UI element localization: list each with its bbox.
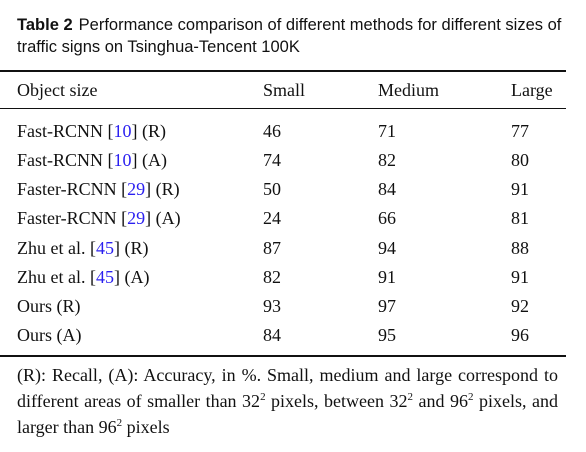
footnote-text: pixels, between 32 <box>265 391 408 411</box>
header-object-size: Object size <box>17 80 98 100</box>
medium-value: 97 <box>378 296 396 316</box>
large-value: 81 <box>511 208 529 228</box>
small-value: 82 <box>263 267 281 287</box>
large-value: 80 <box>511 150 529 170</box>
medium-value: 71 <box>378 121 396 141</box>
large-value: 88 <box>511 238 529 258</box>
superscript: 2 <box>407 391 414 403</box>
citation-link[interactable]: 29 <box>127 179 146 199</box>
large-value: 96 <box>511 325 529 345</box>
metric-tag: (A) <box>124 267 150 287</box>
superscript: 2 <box>260 391 266 403</box>
table-label: Table 2 <box>17 16 73 34</box>
method-name: Zhu et al. <box>17 267 86 287</box>
footnote-text: and 96 <box>413 391 469 411</box>
header-small: Small <box>263 80 306 100</box>
small-value: 24 <box>263 208 281 228</box>
small-value: 50 <box>263 179 281 199</box>
medium-value: 82 <box>378 150 396 170</box>
citation-link[interactable]: 45 <box>95 267 114 287</box>
table-caption: Table 2 Performance comparison of differe… <box>17 14 565 58</box>
small-value: 74 <box>263 150 281 170</box>
citation-link[interactable]: 29 <box>127 208 146 228</box>
method-cell: Fast-RCNN [10] (R) <box>17 121 167 141</box>
citation-link[interactable]: 10 <box>113 150 132 170</box>
metric-tag: (R) <box>124 238 149 258</box>
table-row: Ours (R) 93 97 92 <box>0 292 566 320</box>
small-value: 84 <box>263 325 281 345</box>
citation-link[interactable]: 10 <box>113 121 132 141</box>
small-value: 87 <box>263 238 281 258</box>
small-value: 93 <box>263 296 281 316</box>
large-value: 91 <box>511 267 529 287</box>
method-name: Faster-RCNN <box>17 208 117 228</box>
method-cell: Ours (A) <box>17 321 82 349</box>
method-name: Fast-RCNN <box>17 121 104 141</box>
header-rule <box>0 108 566 109</box>
table-row: Faster-RCNN [29] (R) 50 84 91 <box>0 175 566 203</box>
table-header-row: Object size Small Medium Large <box>0 76 566 104</box>
metric-tag: (R) <box>142 121 167 141</box>
footnote-text: (R): Recall, (A): Accuracy, in %. Small,… <box>17 365 558 411</box>
bottom-rule <box>0 355 566 357</box>
header-large: Large <box>511 80 553 100</box>
large-value: 91 <box>511 179 529 199</box>
table-row: Fast-RCNN [10] (A) 74 82 80 <box>0 146 566 174</box>
metric-tag: (A) <box>142 150 168 170</box>
table-footnote: (R): Recall, (A): Accuracy, in %. Small,… <box>17 362 558 440</box>
method-name: Ours <box>17 325 52 345</box>
metric-tag: (A) <box>56 325 82 345</box>
medium-value: 84 <box>378 179 396 199</box>
medium-value: 95 <box>378 325 396 345</box>
small-value: 46 <box>263 121 281 141</box>
citation-link[interactable]: 45 <box>95 238 114 258</box>
method-cell: Ours (R) <box>17 292 81 320</box>
metric-tag: (R) <box>56 296 81 316</box>
table-row: Zhu et al. [45] (A) 82 91 91 <box>0 263 566 291</box>
method-name: Ours <box>17 296 52 316</box>
method-cell: Faster-RCNN [29] (R) <box>17 179 180 199</box>
method-cell: Fast-RCNN [10] (A) <box>17 150 168 170</box>
method-name: Fast-RCNN <box>17 150 104 170</box>
top-rule <box>0 70 566 72</box>
method-cell: Zhu et al. [45] (A) <box>17 267 150 287</box>
medium-value: 66 <box>378 208 396 228</box>
medium-value: 91 <box>378 267 396 287</box>
table-row: Zhu et al. [45] (R) 87 94 88 <box>0 234 566 262</box>
table-row: Faster-RCNN [29] (A) 24 66 81 <box>0 204 566 232</box>
method-name: Faster-RCNN <box>17 179 117 199</box>
metric-tag: (A) <box>155 208 181 228</box>
caption-text: Performance comparison of different meth… <box>17 16 562 56</box>
method-cell: Faster-RCNN [29] (A) <box>17 208 181 228</box>
superscript: 2 <box>116 417 123 429</box>
medium-value: 94 <box>378 238 396 258</box>
method-name: Zhu et al. <box>17 238 86 258</box>
large-value: 77 <box>511 121 529 141</box>
large-value: 92 <box>511 296 529 316</box>
method-cell: Zhu et al. [45] (R) <box>17 238 149 258</box>
table-row: Fast-RCNN [10] (R) 46 71 77 <box>0 117 566 145</box>
header-medium: Medium <box>378 80 439 100</box>
superscript: 2 <box>468 391 474 403</box>
table-row: Ours (A) 84 95 96 <box>0 321 566 349</box>
metric-tag: (R) <box>155 179 180 199</box>
footnote-text: pixels, and larger than 96 <box>17 391 558 437</box>
footnote-text: pixels <box>122 417 170 437</box>
